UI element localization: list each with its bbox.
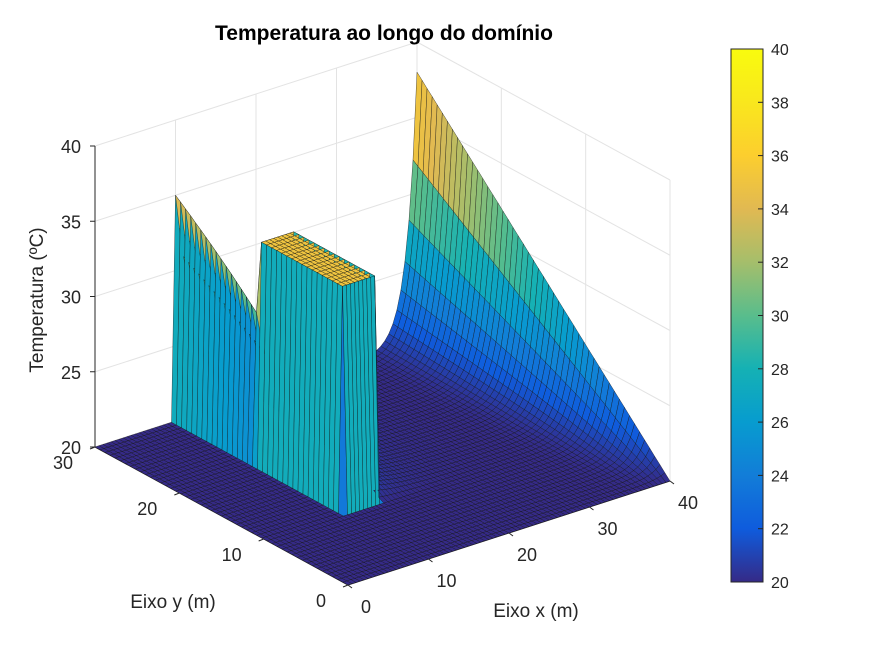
- colorbar: 20 22 24 26 28 30 32 34 36 38 40: [730, 42, 789, 592]
- z-tick-label: 25: [61, 363, 81, 383]
- colorbar-tick-label: 36: [771, 149, 789, 166]
- colorbar-tick-label: 38: [771, 95, 789, 112]
- y-axis-label: Eixo y (m): [130, 592, 216, 613]
- colorbar-tick-label: 30: [771, 309, 789, 326]
- y-tick-label: 30: [53, 453, 73, 473]
- colorbar-tick-label: 22: [771, 522, 789, 539]
- x-tick-mark: [347, 584, 353, 589]
- colorbar-tick-label: 28: [771, 362, 789, 379]
- colorbar-tick-label: 24: [771, 468, 789, 485]
- y-tick-label: 0: [316, 591, 326, 611]
- x-tick-label: 10: [436, 571, 456, 591]
- chart-title: Temperatura ao longo do domínio: [215, 22, 553, 45]
- z-tick-label: 30: [61, 288, 81, 308]
- y-tick-mark: [342, 584, 349, 588]
- y-tick-mark: [174, 492, 180, 496]
- temperature-surface: [94, 71, 671, 586]
- x-tick-mark: [669, 480, 675, 485]
- z-tick-label: 35: [61, 212, 81, 232]
- colorbar-tick-label: 20: [771, 575, 789, 592]
- x-tick-label: 20: [517, 545, 537, 565]
- colorbar-ticks: 20 22 24 26 28 30 32 34 36 38 40: [758, 42, 789, 592]
- y-tick-label: 10: [222, 545, 242, 565]
- x-tick-label: 0: [361, 597, 371, 617]
- x-axis-label: Eixo x (m): [493, 601, 579, 622]
- z-tick-label: 20: [61, 438, 81, 458]
- x-tick-label: 40: [678, 493, 698, 513]
- z-axis-label: Temperatura (ºC): [27, 227, 48, 372]
- y-tick-mark: [258, 538, 264, 542]
- x-tick-label: 30: [597, 519, 617, 539]
- surface-patch: [660, 472, 671, 483]
- z-tick-label: 40: [61, 137, 81, 157]
- x-tick-mark: [508, 532, 514, 537]
- x-tick-mark: [428, 558, 433, 563]
- x-tick-mark: [589, 506, 594, 511]
- colorbar-tick-label: 40: [771, 42, 789, 59]
- y-tick-label: 20: [137, 499, 157, 519]
- colorbar-tick-label: 32: [771, 255, 789, 272]
- colorbar-tick-label: 26: [771, 415, 789, 432]
- colorbar-tick-label: 34: [771, 202, 789, 219]
